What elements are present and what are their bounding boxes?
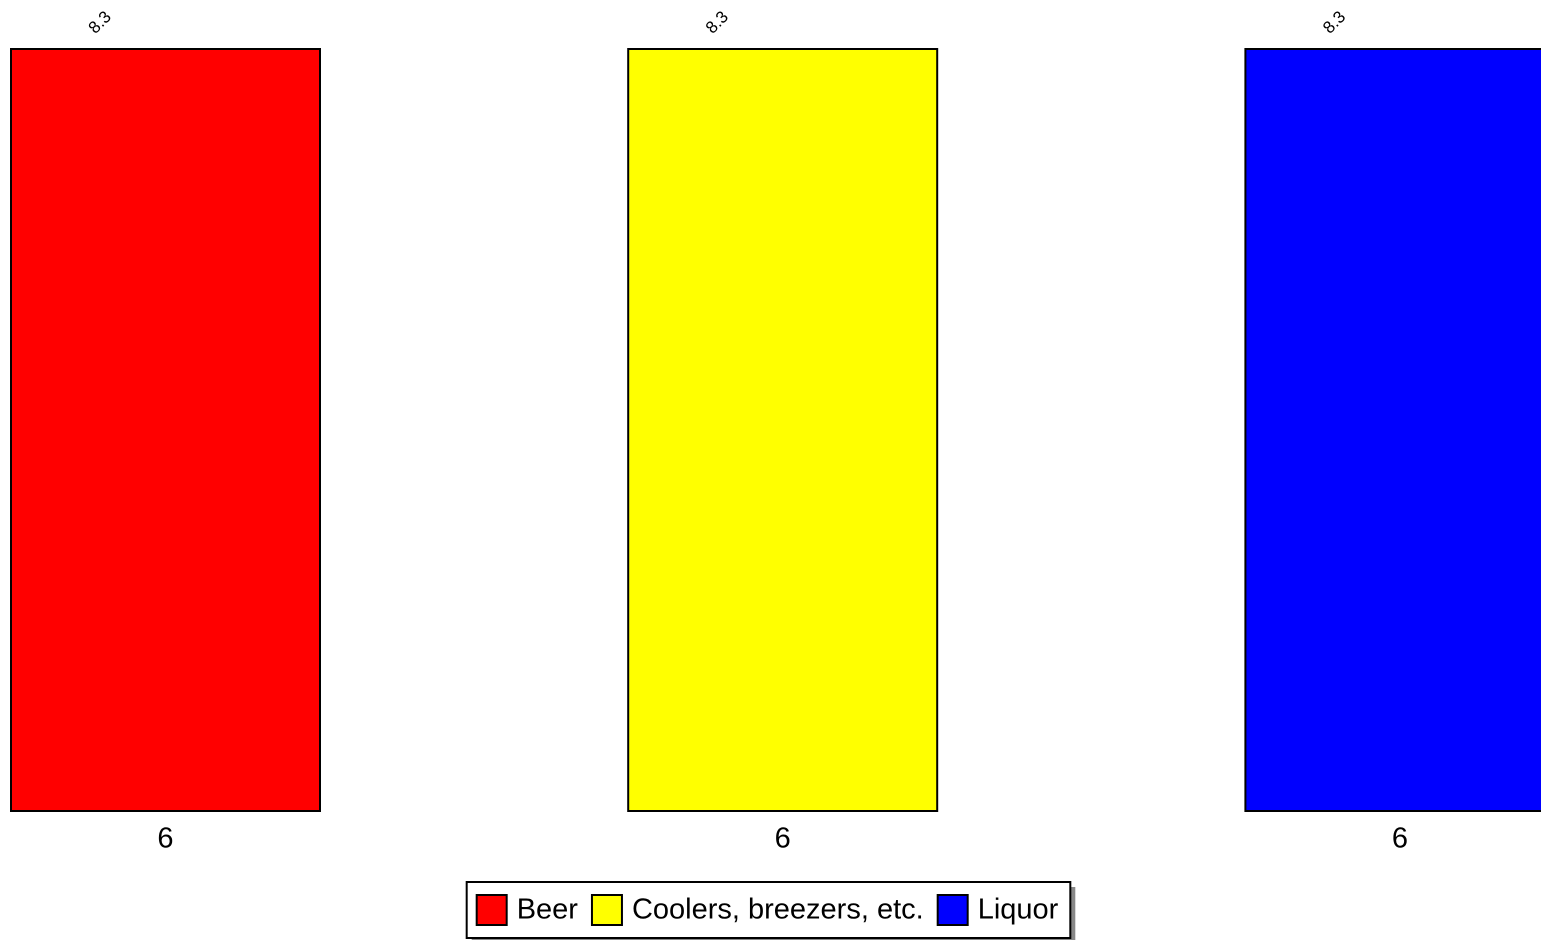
legend-box: [465, 881, 1072, 939]
value-label: 8.3: [85, 7, 115, 37]
legend-swatch: [475, 894, 508, 926]
bar: [1244, 48, 1541, 812]
legend: Beer Coolers, breezers, etc. Liquor: [465, 881, 1076, 940]
x-tick-label: 6: [1392, 823, 1408, 855]
x-tick-label: 6: [157, 823, 173, 855]
bar: [627, 48, 939, 812]
legend-swatch: [590, 894, 623, 926]
legend-label: Beer: [517, 894, 579, 926]
value-label: 8.3: [1319, 7, 1349, 37]
value-label: 8.3: [702, 7, 732, 37]
bar: [10, 48, 321, 812]
legend-swatch: [936, 894, 969, 926]
x-tick-label: 6: [775, 823, 791, 855]
legend-label: Coolers, breezers, etc.: [632, 894, 924, 926]
legend-label: Liquor: [978, 894, 1059, 926]
